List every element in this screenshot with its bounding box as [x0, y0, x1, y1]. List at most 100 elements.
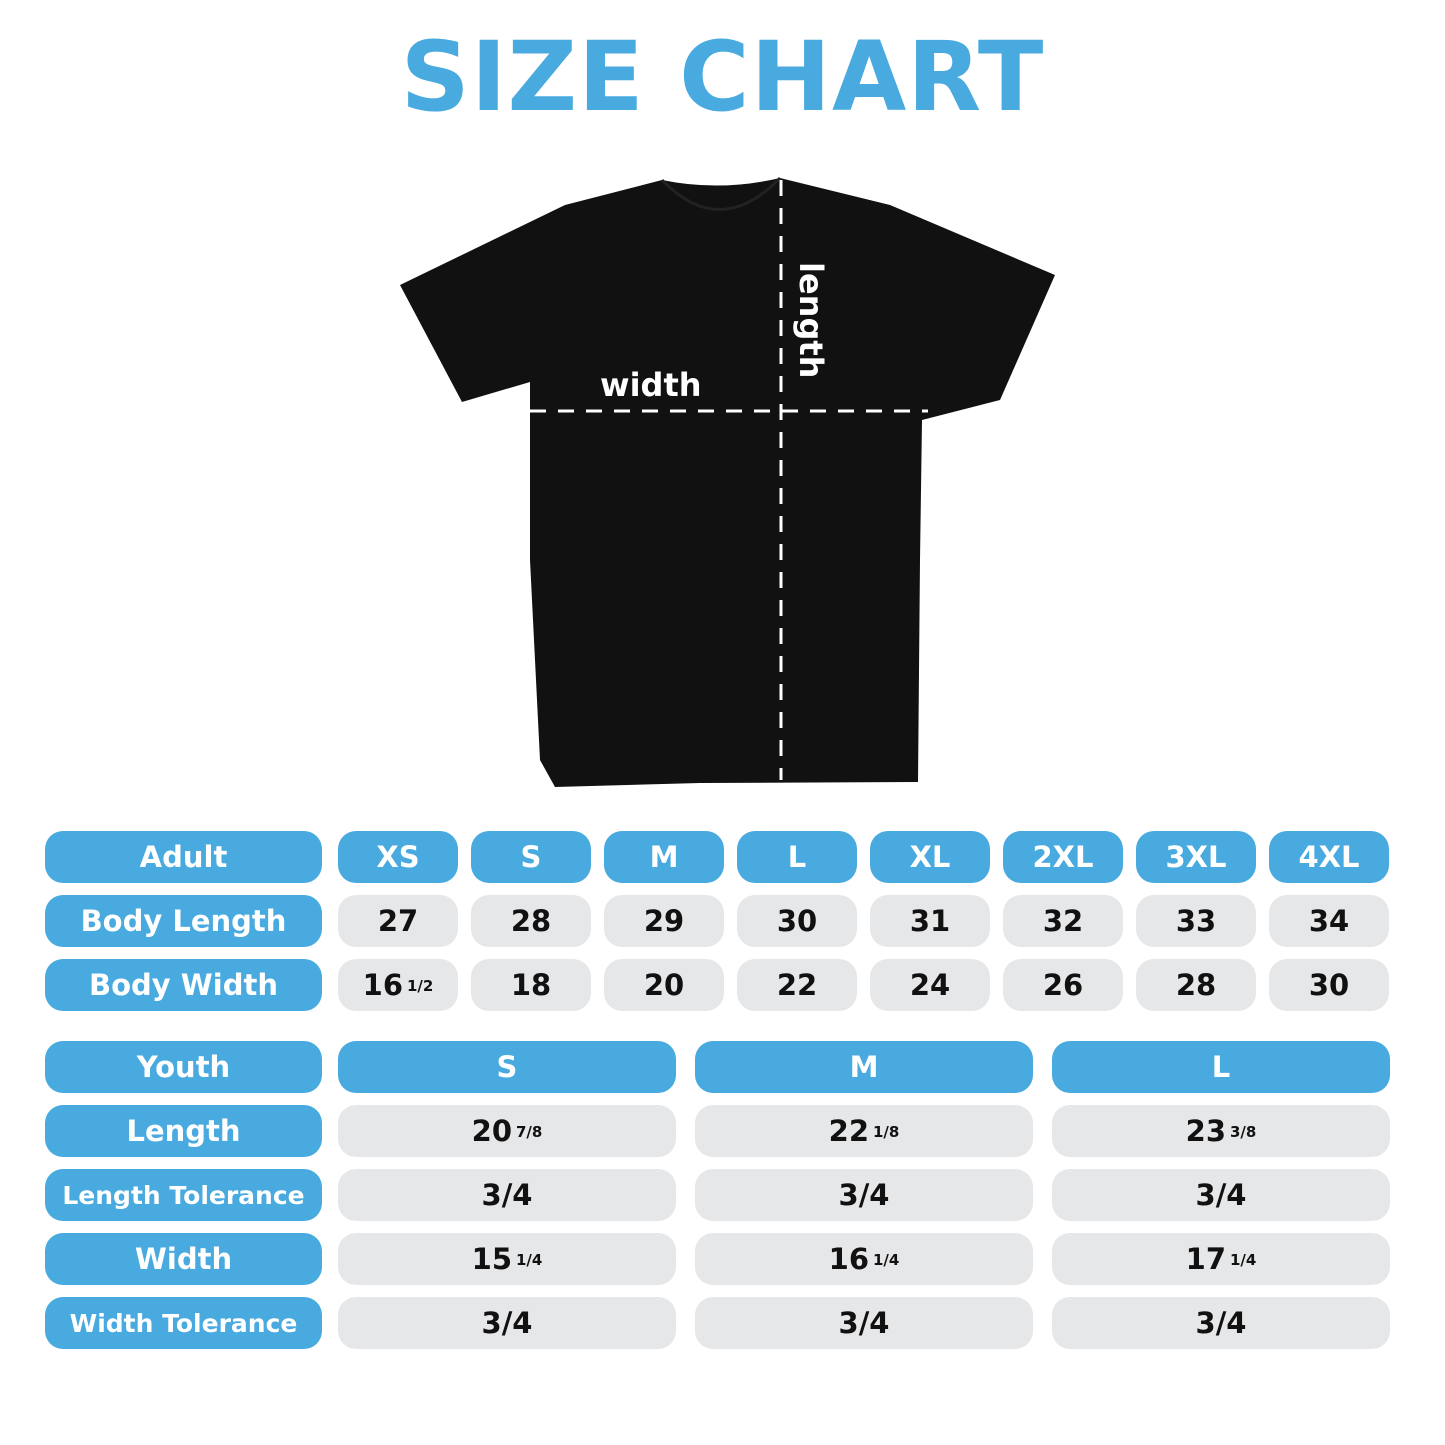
- value-whole: 3/4: [1195, 1178, 1247, 1212]
- row-label: Width Tolerance: [45, 1297, 322, 1349]
- table-cell: 3/4: [695, 1297, 1033, 1349]
- table-cell: 32: [1003, 895, 1123, 947]
- table-cell: 24: [870, 959, 990, 1011]
- size-label: 2XL: [1032, 840, 1094, 874]
- size-label: XL: [909, 840, 951, 874]
- size-label: M: [649, 840, 679, 874]
- collar-line: [660, 176, 782, 211]
- value-fraction: 1/8: [873, 1123, 900, 1141]
- row-label-text: Width Tolerance: [69, 1308, 298, 1338]
- table-cell: 34: [1269, 895, 1389, 947]
- page-title: SIZE CHART: [400, 21, 1045, 133]
- table-cell: 23 3/8: [1052, 1105, 1390, 1157]
- value-whole: 15: [471, 1242, 512, 1276]
- youth-size-header-s: S: [338, 1041, 676, 1093]
- value-whole: 26: [1042, 968, 1084, 1002]
- value-whole: 22: [828, 1114, 869, 1148]
- value-whole: 3/4: [481, 1178, 533, 1212]
- value-whole: 33: [1175, 904, 1217, 938]
- table-cell: 15 1/4: [338, 1233, 676, 1285]
- tshirt-shape: [400, 178, 1055, 787]
- value-whole: 16: [362, 968, 403, 1002]
- table-cell: 26: [1003, 959, 1123, 1011]
- row-label: Body Length: [45, 895, 322, 947]
- size-label: XS: [376, 840, 420, 874]
- table-cell: 20 7/8: [338, 1105, 676, 1157]
- value-whole: 3/4: [481, 1306, 533, 1340]
- size-header-l: L: [737, 831, 857, 883]
- size-label: 3XL: [1165, 840, 1227, 874]
- header-label: Adult: [139, 840, 228, 874]
- tshirt-diagram: width length: [400, 176, 1055, 787]
- size-header-s: S: [471, 831, 591, 883]
- value-whole: 30: [776, 904, 818, 938]
- value-whole: 16: [828, 1242, 869, 1276]
- youth-size-header-m: M: [695, 1041, 1033, 1093]
- width-label: width: [600, 366, 702, 404]
- table-cell: 31: [870, 895, 990, 947]
- size-label: S: [496, 1050, 518, 1084]
- row-label-text: Length: [126, 1114, 241, 1148]
- table-cell: 27: [338, 895, 458, 947]
- table-cell: 20: [604, 959, 724, 1011]
- table-cell: 33: [1136, 895, 1256, 947]
- row-label: Length: [45, 1105, 322, 1157]
- size-header-4xl: 4XL: [1269, 831, 1389, 883]
- value-whole: 20: [643, 968, 685, 1002]
- value-whole: 17: [1185, 1242, 1226, 1276]
- size-label: 4XL: [1298, 840, 1360, 874]
- table-cell: 28: [471, 895, 591, 947]
- value-fraction: 1/2: [407, 977, 434, 995]
- table-cell: 22: [737, 959, 857, 1011]
- table-cell: 28: [1136, 959, 1256, 1011]
- size-header-3xl: 3XL: [1136, 831, 1256, 883]
- value-whole: 22: [776, 968, 818, 1002]
- value-whole: 34: [1308, 904, 1350, 938]
- value-fraction: 7/8: [516, 1123, 543, 1141]
- table-cell: 16 1/4: [695, 1233, 1033, 1285]
- row-label-text: Body Length: [80, 904, 287, 938]
- value-whole: 3/4: [1195, 1306, 1247, 1340]
- table-cell: 30: [737, 895, 857, 947]
- value-fraction: 3/8: [1230, 1123, 1257, 1141]
- size-header-2xl: 2XL: [1003, 831, 1123, 883]
- table-cell: 17 1/4: [1052, 1233, 1390, 1285]
- value-fraction: 1/4: [1230, 1251, 1257, 1269]
- adult-header: Adult: [45, 831, 322, 883]
- value-whole: 32: [1042, 904, 1084, 938]
- size-label: M: [849, 1050, 879, 1084]
- header-label: Youth: [136, 1050, 231, 1084]
- value-whole: 31: [909, 904, 951, 938]
- table-cell: 18: [471, 959, 591, 1011]
- table-cell: 3/4: [695, 1169, 1033, 1221]
- size-header-m: M: [604, 831, 724, 883]
- table-cell: 3/4: [338, 1297, 676, 1349]
- value-whole: 27: [377, 904, 419, 938]
- value-whole: 3/4: [838, 1178, 890, 1212]
- row-label: Length Tolerance: [45, 1169, 322, 1221]
- size-header-xl: XL: [870, 831, 990, 883]
- value-whole: 24: [909, 968, 951, 1002]
- table-cell: 3/4: [1052, 1169, 1390, 1221]
- value-fraction: 1/4: [516, 1251, 543, 1269]
- table-cell: 3/4: [1052, 1297, 1390, 1349]
- table-cell: 16 1/2: [338, 959, 458, 1011]
- youth-header: Youth: [45, 1041, 322, 1093]
- size-header-xs: XS: [338, 831, 458, 883]
- length-label: length: [792, 262, 830, 378]
- row-label-text: Width: [134, 1242, 233, 1276]
- value-whole: 20: [471, 1114, 512, 1148]
- value-whole: 29: [643, 904, 685, 938]
- size-label: S: [520, 840, 542, 874]
- row-label: Body Width: [45, 959, 322, 1011]
- size-label: L: [787, 840, 807, 874]
- row-label: Width: [45, 1233, 322, 1285]
- row-label-text: Length Tolerance: [62, 1180, 305, 1210]
- row-label-text: Body Width: [89, 968, 278, 1002]
- table-cell: 30: [1269, 959, 1389, 1011]
- youth-size-header-l: L: [1052, 1041, 1390, 1093]
- value-whole: 18: [510, 968, 552, 1002]
- value-whole: 3/4: [838, 1306, 890, 1340]
- table-cell: 29: [604, 895, 724, 947]
- value-fraction: 1/4: [873, 1251, 900, 1269]
